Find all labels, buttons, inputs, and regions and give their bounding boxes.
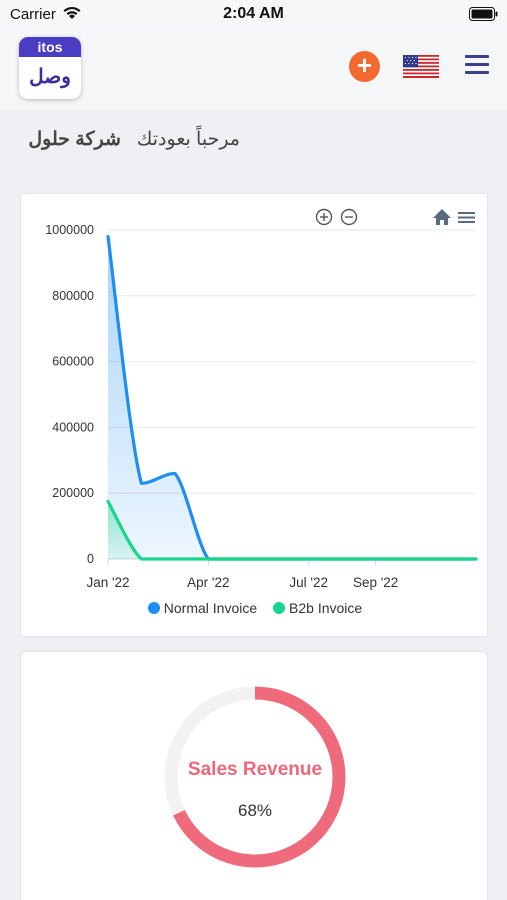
legend-label: B2b Invoice (289, 600, 363, 616)
hamburger-icon[interactable] (465, 55, 489, 75)
chart-legend: Normal Invoice B2b Invoice (21, 600, 489, 616)
legend-label: Normal Invoice (163, 600, 258, 616)
legend-b2b-invoice[interactable]: B2b Invoice (273, 600, 362, 616)
x-tick-label: Sep '22 (353, 575, 398, 590)
welcome-text: مرحباً بعودتك شركة حلول (20, 128, 240, 151)
add-button[interactable]: + (349, 51, 380, 82)
home-icon[interactable] (433, 209, 451, 225)
plus-icon: + (356, 50, 373, 80)
app-logo[interactable]: itos وصل (19, 37, 81, 99)
zoom-out-icon[interactable] (340, 208, 358, 226)
revenue-donut (164, 686, 346, 868)
x-tick-label: Apr '22 (187, 575, 229, 590)
sales-revenue-card: Sales Revenue 68% (20, 651, 488, 900)
logo-bottom-text: وصل (29, 66, 71, 88)
y-axis: 1000000 800000 600000 400000 200000 0 (45, 223, 94, 566)
zoom-in-icon[interactable] (315, 208, 333, 226)
y-tick-label: 0 (87, 552, 94, 566)
donut-progress (173, 686, 346, 868)
b2b-invoice-line (106, 499, 478, 561)
y-tick-label: 1000000 (45, 223, 94, 237)
legend-dot (147, 602, 160, 614)
menu-icon[interactable] (458, 212, 475, 223)
clock: 2:04 AM (223, 5, 284, 22)
y-tick-label: 600000 (52, 355, 94, 369)
chart-areas (108, 236, 476, 559)
x-tick-label: Jul '22 (289, 575, 328, 590)
logo-top-text: itos (19, 37, 81, 57)
x-tick-label: Jan '22 (86, 575, 129, 590)
chart-lines (106, 234, 478, 561)
normal-invoice-area (108, 236, 476, 559)
legend-normal-invoice[interactable]: Normal Invoice (147, 600, 258, 616)
y-tick-label: 400000 (52, 420, 94, 434)
invoice-chart-card: 1000000 800000 600000 400000 200000 0 Jan '22… (20, 193, 488, 637)
status-bar: Carrier 2:04 AM (0, 0, 507, 28)
invoice-chart[interactable]: 1000000 800000 600000 400000 200000 0 Jan '22… (21, 194, 489, 638)
company-name: شركة حلول (28, 129, 121, 150)
revenue-label: Sales Revenue (187, 759, 323, 780)
app-header: itos وصل + (0, 28, 507, 110)
wifi-icon (63, 6, 81, 19)
x-axis: Jan '22 Apr '22 Jul '22 Sep '22 (86, 559, 398, 590)
y-tick-label: 200000 (52, 486, 94, 500)
legend-dot (273, 602, 286, 614)
revenue-value: 68% (237, 801, 273, 820)
y-tick-label: 800000 (52, 289, 94, 303)
battery-icon (469, 7, 498, 21)
welcome-greeting: مرحباً بعودتك (136, 129, 240, 150)
carrier-label: Carrier (10, 6, 56, 23)
us-flag-icon[interactable] (403, 55, 439, 78)
